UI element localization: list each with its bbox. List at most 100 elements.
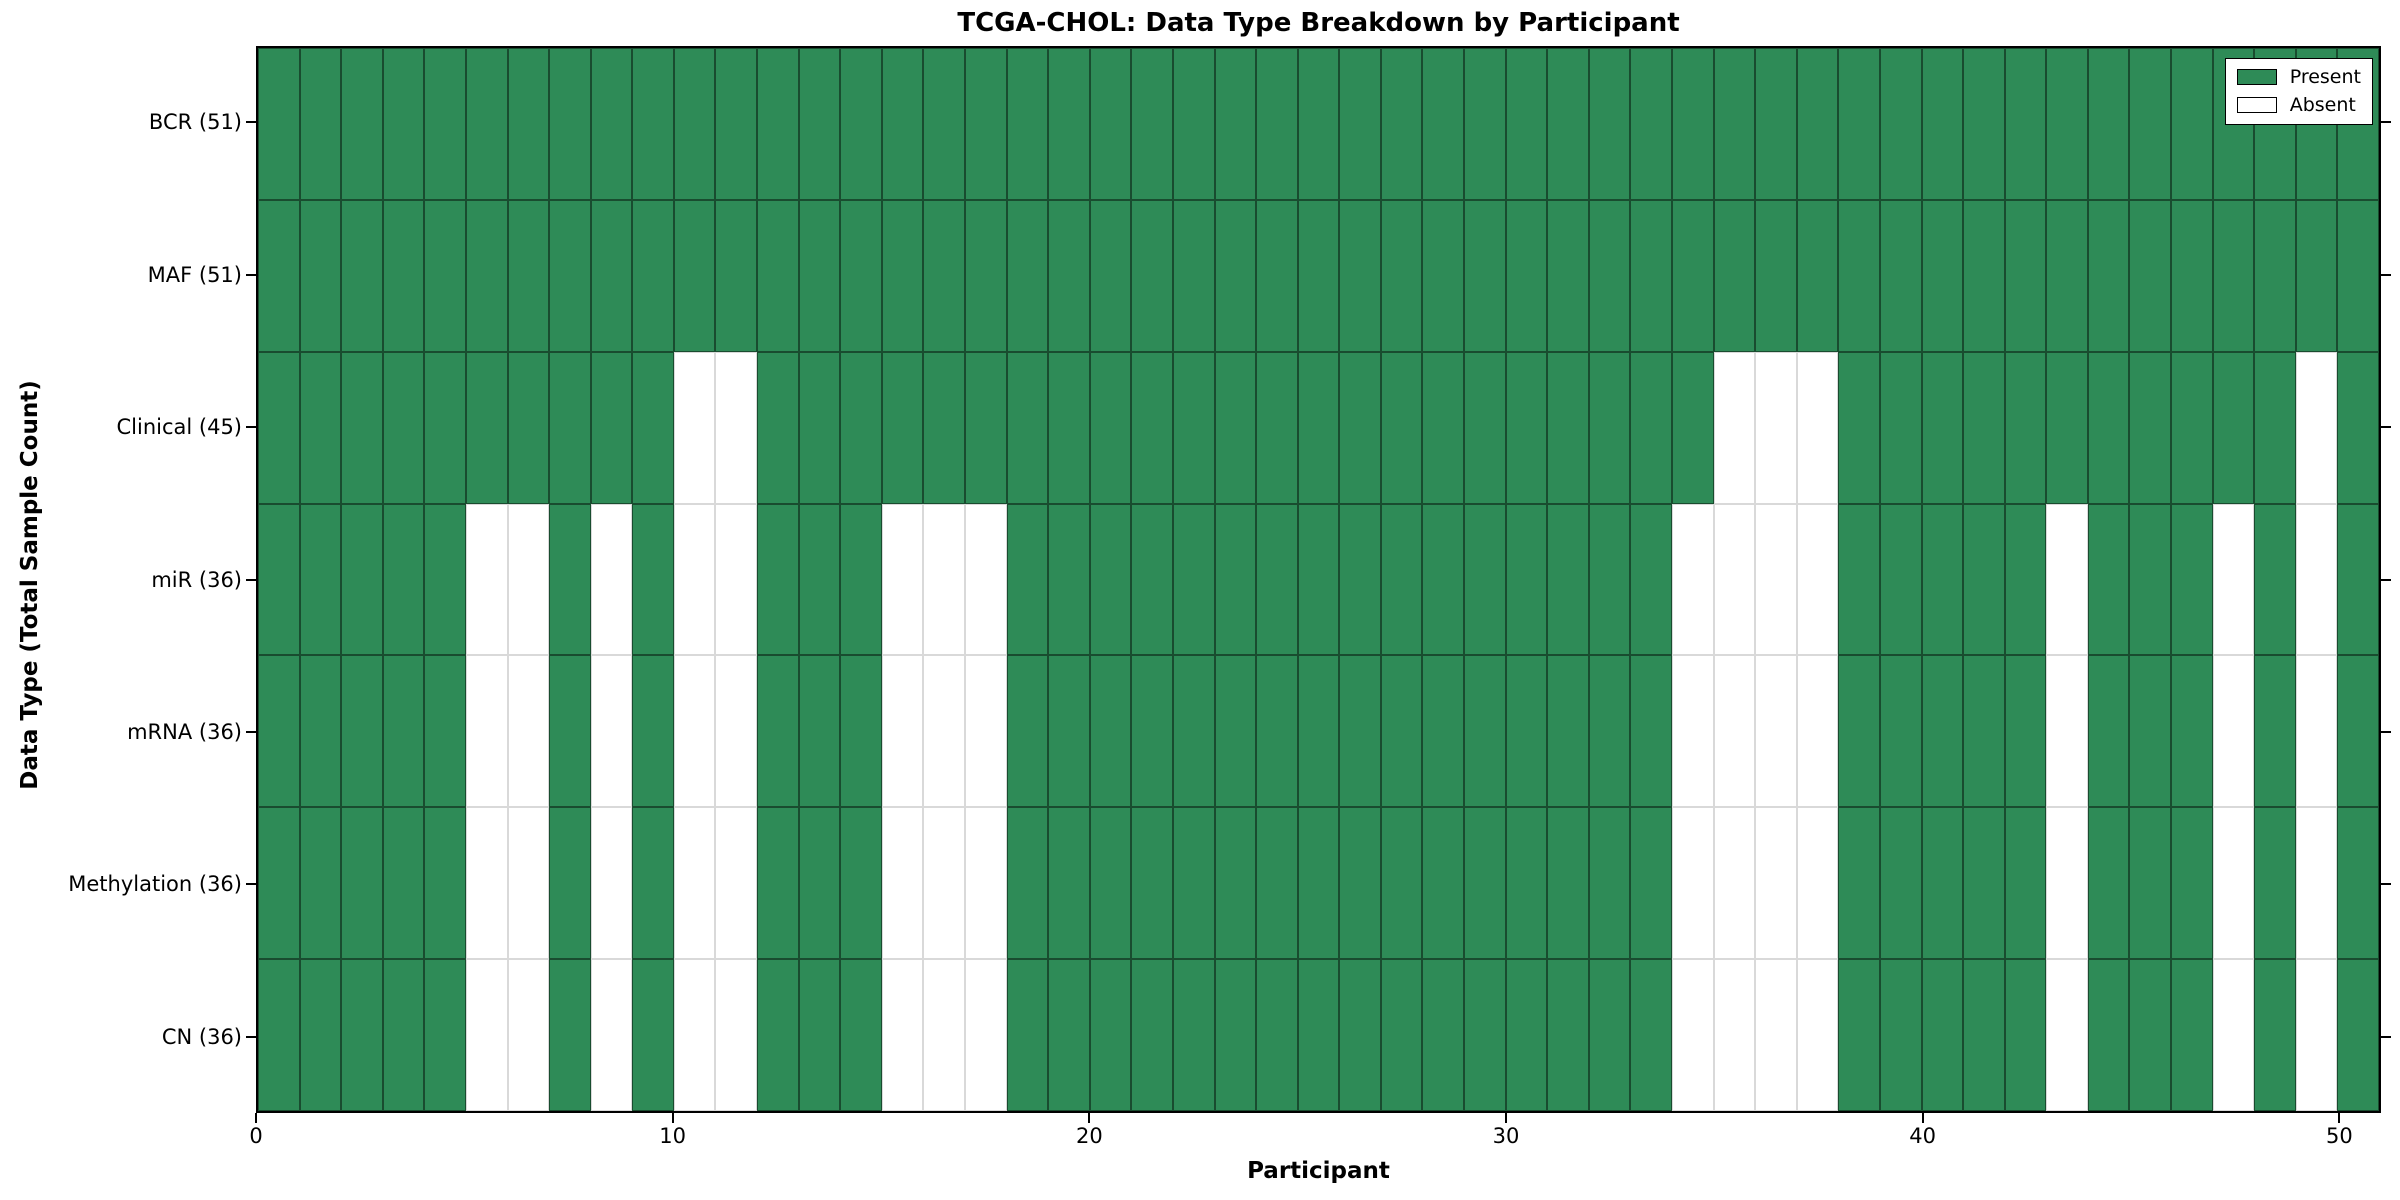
heatmap-cell <box>1422 48 1465 200</box>
heatmap-cell <box>549 503 591 656</box>
heatmap-cell <box>1339 503 1381 656</box>
heatmap-cell <box>2254 959 2296 1111</box>
heatmap-cell <box>923 655 965 808</box>
heatmap-cell <box>1006 655 1049 808</box>
heatmap-cell <box>2337 959 2379 1111</box>
heatmap-cell <box>1630 199 1672 352</box>
heatmap-cell <box>965 199 1007 352</box>
heatmap-cell <box>424 959 466 1111</box>
heatmap-cell <box>1256 351 1298 504</box>
heatmap-cell <box>549 199 591 352</box>
heatmap-cell <box>1048 351 1090 504</box>
heatmap-cell <box>1048 807 1090 960</box>
y-tick-label: CN (36) <box>161 1024 242 1049</box>
heatmap-cell <box>1630 351 1672 504</box>
heatmap-cell <box>299 199 342 352</box>
heatmap-cell <box>1505 199 1548 352</box>
heatmap-cell <box>2087 48 2130 200</box>
heatmap-cell <box>1755 959 1797 1111</box>
heatmap-cell <box>1214 351 1257 504</box>
heatmap-cell <box>507 655 550 808</box>
heatmap-cell <box>590 655 633 808</box>
x-tick-label: 30 <box>1492 1124 1520 1148</box>
x-tick-mark <box>1921 1113 1924 1123</box>
heatmap-cell <box>673 655 716 808</box>
heatmap-cell <box>1921 655 1964 808</box>
heatmap-cell <box>1006 351 1049 504</box>
x-tick-mark <box>2338 1113 2341 1123</box>
heatmap-cell <box>382 959 425 1111</box>
y-tick-mark-left <box>246 578 256 581</box>
heatmap-cell <box>258 351 300 504</box>
heatmap-cell <box>2254 655 2296 808</box>
heatmap-cell <box>1214 199 1257 352</box>
heatmap-cell <box>258 199 300 352</box>
heatmap-cell <box>1297 959 1340 1111</box>
heatmap-cell <box>798 503 841 656</box>
heatmap-cell <box>1339 48 1381 200</box>
heatmap-cell <box>1172 48 1215 200</box>
heatmap-cell <box>1630 48 1672 200</box>
heatmap-cell <box>1879 351 1922 504</box>
heatmap-cell <box>1588 655 1631 808</box>
heatmap-cell <box>465 48 508 200</box>
legend: Present Absent <box>2224 58 2373 125</box>
heatmap-cell <box>382 351 425 504</box>
heatmap-cell <box>1172 655 1215 808</box>
heatmap-cell <box>1505 807 1548 960</box>
heatmap-cell <box>881 959 924 1111</box>
heatmap-cell <box>590 351 633 504</box>
heatmap-cell <box>2046 199 2088 352</box>
heatmap-cell <box>2295 655 2338 808</box>
heatmap-cell <box>1464 655 1506 808</box>
heatmap-cell <box>258 959 300 1111</box>
heatmap-cell <box>2046 48 2088 200</box>
heatmap-cell <box>258 48 300 200</box>
heatmap-cell <box>1214 959 1257 1111</box>
heatmap-cell <box>673 959 716 1111</box>
heatmap-cell <box>1214 655 1257 808</box>
heatmap-cell <box>1755 503 1797 656</box>
heatmap-cell <box>1838 503 1880 656</box>
heatmap-cell <box>1796 655 1839 808</box>
heatmap-cell <box>673 503 716 656</box>
heatmap-cell <box>1048 959 1090 1111</box>
heatmap-cell <box>757 655 799 808</box>
heatmap-cell <box>1547 959 1589 1111</box>
heatmap-cell <box>1838 959 1880 1111</box>
y-tick-mark-left <box>246 273 256 276</box>
x-tick-label: 10 <box>659 1124 687 1148</box>
heatmap-cell <box>673 48 716 200</box>
heatmap-cell <box>1131 351 1173 504</box>
heatmap-cell <box>1048 655 1090 808</box>
heatmap-cell <box>1089 199 1132 352</box>
heatmap-cell <box>1464 199 1506 352</box>
heatmap-cell <box>299 655 342 808</box>
heatmap-cell <box>1755 655 1797 808</box>
heatmap-cell <box>382 807 425 960</box>
heatmap-cell <box>632 807 674 960</box>
heatmap-cell <box>2129 48 2172 200</box>
heatmap-cell <box>2337 351 2379 504</box>
y-tick-mark-right <box>2381 121 2391 124</box>
heatmap-cell <box>923 959 965 1111</box>
x-tick-label: 20 <box>1075 1124 1103 1148</box>
heatmap-cell <box>1630 807 1672 960</box>
heatmap-cell <box>1755 48 1797 200</box>
heatmap-cell <box>1879 655 1922 808</box>
heatmap-cell <box>549 959 591 1111</box>
heatmap-cell <box>757 503 799 656</box>
heatmap-cell <box>1380 48 1423 200</box>
heatmap-cell <box>341 351 383 504</box>
heatmap-cell <box>1422 503 1465 656</box>
heatmap-cell <box>1256 503 1298 656</box>
heatmap-cell <box>1048 199 1090 352</box>
heatmap-cell <box>840 199 882 352</box>
heatmap-cell <box>1796 199 1839 352</box>
heatmap-cell <box>965 503 1007 656</box>
x-axis-label: Participant <box>1247 1158 1390 1184</box>
y-tick-mark-right <box>2381 426 2391 429</box>
heatmap-cell <box>1505 959 1548 1111</box>
y-tick-mark-left <box>246 426 256 429</box>
heatmap-cell <box>798 959 841 1111</box>
